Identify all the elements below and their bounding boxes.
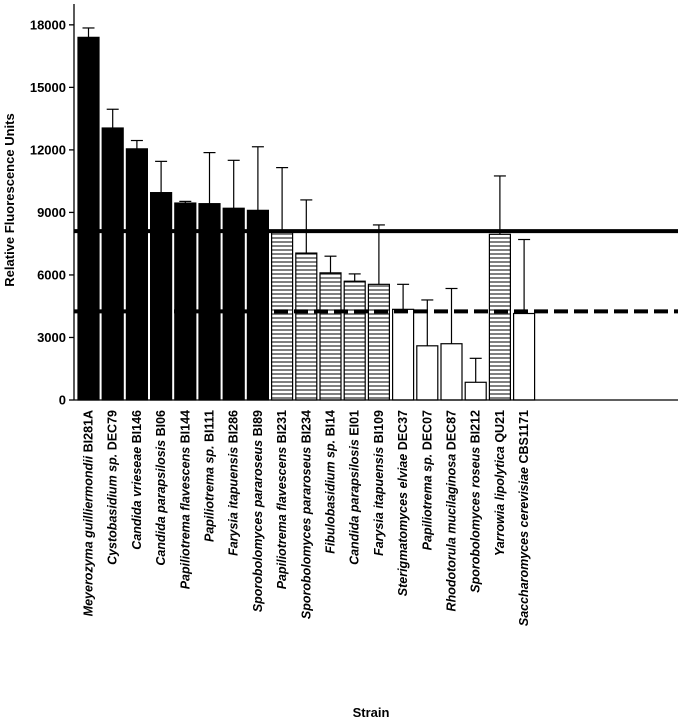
y-tick-label: 3000 [37,330,66,345]
bar [101,127,124,401]
x-tick-label: Sterigmatomyces elviae DEC37 [396,410,410,596]
y-tick-label: 6000 [37,267,66,282]
bar [367,283,390,401]
bar [392,308,415,401]
x-tick-label: Sporobolomyces roseus BI212 [469,410,483,593]
bar [125,148,149,401]
bar [295,252,318,401]
bar [271,229,294,401]
x-tick-label: Candida vrieseae BI146 [130,410,144,550]
bar [150,192,173,401]
bar [440,343,463,401]
bar [343,280,366,401]
x-tick-label: Sporobolomyces pararoseus BI234 [299,410,313,619]
bar [246,209,269,401]
bar [464,381,487,401]
x-tick-label: Saccharomyces cerevisiae CBS1171 [517,410,531,626]
bar [488,233,511,401]
bar [512,312,536,401]
x-tick-label: Papiliotrema sp. BI111 [203,410,217,542]
bar [222,207,245,401]
bar [416,345,439,401]
x-tick-label: Candida parapsilosis BI06 [154,410,168,566]
x-tick-label: Rhodotorula mucilaginosa DEC87 [445,410,459,611]
x-tick-label: Farysia itapuensis BI286 [227,410,241,556]
y-tick-label: 18000 [30,17,66,32]
x-tick-label: Fibulobasidium sp. BI14 [324,410,338,554]
y-axis-title: Relative Fluorescence Units [2,113,17,286]
bar [319,272,342,401]
bar [77,36,100,401]
x-axis-title: Strain [353,705,390,720]
x-tick-label: Papiliotrema flavescens BI144 [178,410,192,589]
x-tick-label: Farysia itapuensis BI109 [372,410,386,556]
x-tick-label: Candida parapsilosis EI01 [348,410,362,565]
y-tick-label: 9000 [37,205,66,220]
x-tick-label: Papiliotrema sp. DEC07 [420,410,434,550]
x-tick-label: Cystobasidium sp. DEC79 [106,410,120,565]
x-tick-label: Yarrowia lipolytica QU21 [493,410,507,556]
y-tick-label: 15000 [30,80,66,95]
y-tick-label: 0 [59,393,66,408]
y-tick-label: 12000 [30,142,66,157]
x-tick-label: Sporobolomyces pararoseus BI89 [251,410,265,612]
x-tick-label: Papiliotrema flavescens BI231 [275,410,289,589]
x-tick-label: Meyerozyma guilliermondii BI281A [82,410,96,616]
